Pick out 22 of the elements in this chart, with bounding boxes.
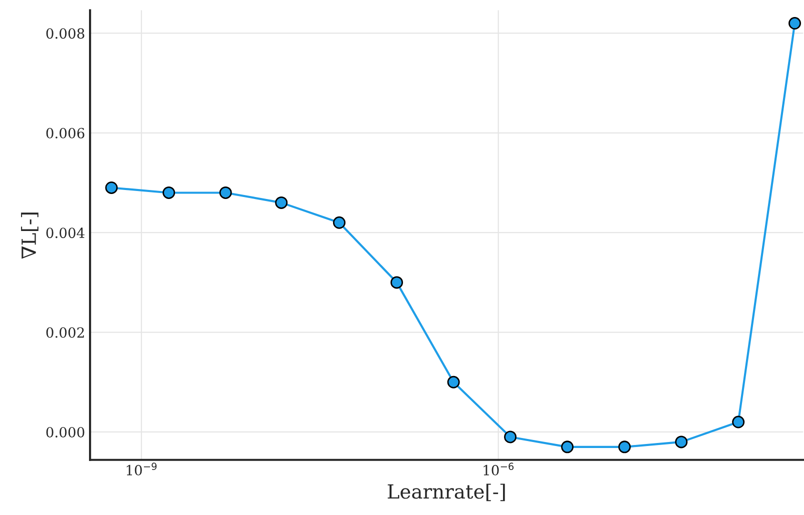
y-tick-label: 0.002 — [46, 327, 84, 338]
point — [618, 440, 631, 454]
point — [788, 17, 802, 30]
point — [275, 196, 288, 209]
point — [504, 430, 517, 444]
x-axis-title: Learnrate[-] — [388, 484, 505, 502]
point — [219, 186, 232, 199]
y-tick-label: 0.006 — [46, 128, 84, 138]
x-tick-label: 10$^{−9}$ — [126, 462, 157, 476]
x-tick-label: 10$^{−6}$ — [484, 462, 514, 476]
point — [447, 376, 460, 388]
point — [561, 440, 574, 454]
point — [732, 416, 745, 428]
y-axis-title: ∇L[-] — [21, 212, 38, 259]
point — [333, 216, 346, 229]
y-tick-label: 0.008 — [46, 28, 84, 39]
y-tick-label: 0.000 — [46, 426, 84, 438]
point — [675, 436, 688, 448]
point — [162, 186, 176, 199]
point — [390, 276, 404, 289]
point — [105, 181, 118, 194]
y-tick-label: 0.004 — [46, 228, 84, 238]
